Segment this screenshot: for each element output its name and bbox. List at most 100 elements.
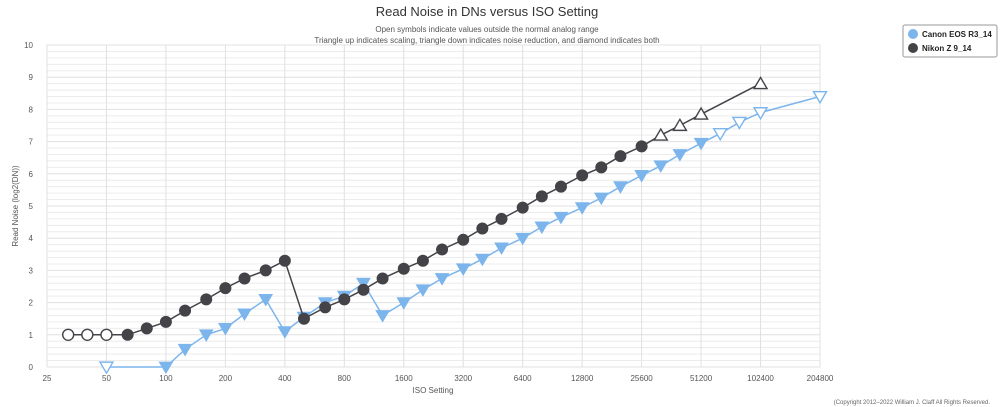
y-tick-label: 9 xyxy=(29,73,34,82)
chart-subtitle-line-2: Triangle up indicates scaling, triangle … xyxy=(314,36,659,45)
data-point-circle[interactable] xyxy=(238,272,251,285)
data-point-triangle-down[interactable] xyxy=(534,221,550,235)
x-axis: 25 50 100 200 400 800 1600 3200 6400 12800 25600 51… xyxy=(43,374,834,383)
data-point-circle[interactable] xyxy=(159,315,172,328)
data-point-circle[interactable] xyxy=(219,282,232,295)
data-point-triangle-down[interactable] xyxy=(375,310,390,323)
x-tick-label: 102400 xyxy=(747,374,774,383)
x-tick-label: 800 xyxy=(338,374,352,383)
data-point-triangle-up[interactable] xyxy=(653,127,669,141)
data-point-circle[interactable] xyxy=(121,328,134,341)
copyright-text: (Copyright 2012–2022 William J. Claff Al… xyxy=(834,400,991,406)
data-point-triangle-up[interactable] xyxy=(672,117,688,132)
y-tick-label: 1 xyxy=(29,331,34,340)
data-point-triangle-down[interactable] xyxy=(593,192,609,206)
data-point-circle[interactable] xyxy=(100,328,113,341)
x-tick-label: 204800 xyxy=(807,374,834,383)
data-point-circle[interactable] xyxy=(81,328,94,341)
x-tick-label: 400 xyxy=(278,374,292,383)
data-point-circle[interactable] xyxy=(476,222,489,235)
series-nikon-z9 xyxy=(61,76,769,341)
legend-marker-canon xyxy=(908,29,918,39)
data-point-circle[interactable] xyxy=(61,328,75,341)
y-axis-title: Read Noise (log2(DN)) xyxy=(11,165,20,247)
data-point-circle[interactable] xyxy=(416,254,429,267)
x-axis-title: ISO Setting xyxy=(413,386,454,395)
data-point-triangle-down[interactable] xyxy=(574,202,590,215)
y-tick-label: 7 xyxy=(29,138,34,147)
data-point-triangle-down[interactable] xyxy=(494,242,509,256)
data-point-triangle-down[interactable] xyxy=(812,90,828,105)
data-point-circle[interactable] xyxy=(535,190,548,203)
data-point-circle[interactable] xyxy=(376,272,389,285)
data-point-triangle-down[interactable] xyxy=(434,273,450,286)
y-tick-label: 6 xyxy=(29,170,34,179)
legend-label-nikon[interactable]: Nikon Z 9_14 xyxy=(922,44,972,53)
y-tick-label: 2 xyxy=(29,299,34,308)
data-point-triangle-up[interactable] xyxy=(752,76,769,90)
data-point-triangle-down[interactable] xyxy=(198,329,214,342)
series-line xyxy=(68,82,761,336)
data-point-circle[interactable] xyxy=(179,304,192,317)
data-point-triangle-down[interactable] xyxy=(712,127,728,142)
data-point-triangle-down[interactable] xyxy=(218,322,233,336)
data-point-circle[interactable] xyxy=(436,243,449,256)
chart-title: Read Noise in DNs versus ISO Setting xyxy=(376,4,599,19)
y-tick-label: 0 xyxy=(29,363,34,372)
data-point-triangle-down[interactable] xyxy=(177,343,193,357)
x-tick-label: 1600 xyxy=(395,374,413,383)
data-point-triangle-down[interactable] xyxy=(613,181,628,194)
data-point-triangle-down[interactable] xyxy=(634,170,649,183)
data-point-circle[interactable] xyxy=(259,264,272,277)
y-axis: 0 1 2 3 4 5 6 7 8 9 10 xyxy=(24,41,33,372)
data-point-circle[interactable] xyxy=(576,169,589,182)
chart-subtitle-line-1: Open symbols indicate values outside the… xyxy=(375,25,599,34)
x-tick-label: 100 xyxy=(159,374,173,383)
data-point-circle[interactable] xyxy=(140,322,153,335)
data-point-circle[interactable] xyxy=(635,140,648,153)
y-tick-label: 4 xyxy=(29,234,34,243)
data-point-triangle-down[interactable] xyxy=(672,149,688,162)
data-point-triangle-down[interactable] xyxy=(455,263,471,276)
legend-box xyxy=(902,24,998,58)
data-point-circle[interactable] xyxy=(297,312,310,325)
data-point-circle[interactable] xyxy=(278,254,291,267)
y-tick-label: 5 xyxy=(29,202,34,211)
data-point-triangle-down[interactable] xyxy=(752,107,769,121)
data-point-circle[interactable] xyxy=(457,233,470,246)
data-point-circle[interactable] xyxy=(357,283,370,296)
data-point-circle[interactable] xyxy=(554,180,567,193)
x-tick-label: 12800 xyxy=(571,374,594,383)
x-tick-label: 25 xyxy=(43,374,52,383)
data-point-triangle-down[interactable] xyxy=(515,232,531,246)
y-tick-label: 8 xyxy=(29,105,34,114)
data-point-triangle-down[interactable] xyxy=(731,116,748,130)
data-point-circle[interactable] xyxy=(200,293,213,306)
data-point-circle[interactable] xyxy=(595,161,608,174)
data-point-triangle-down[interactable] xyxy=(415,284,431,297)
data-point-circle[interactable] xyxy=(495,212,508,225)
data-point-circle[interactable] xyxy=(614,150,627,163)
legend-label-canon[interactable]: Canon EOS R3_14 xyxy=(922,30,992,39)
data-point-triangle-down[interactable] xyxy=(653,160,669,173)
data-point-triangle-down[interactable] xyxy=(396,297,412,310)
data-point-triangle-down[interactable] xyxy=(693,137,709,151)
data-point-triangle-up[interactable] xyxy=(693,106,709,120)
data-point-circle[interactable] xyxy=(319,301,332,314)
data-point-triangle-down[interactable] xyxy=(553,211,569,225)
series xyxy=(61,76,828,375)
legend[interactable]: Canon EOS R3_14 Nikon Z 9_14 xyxy=(902,24,998,58)
x-tick-label: 50 xyxy=(102,374,111,383)
data-point-triangle-down[interactable] xyxy=(158,361,174,375)
data-point-triangle-down[interactable] xyxy=(98,361,115,375)
grid xyxy=(46,44,821,368)
data-point-circle[interactable] xyxy=(397,262,410,275)
data-point-triangle-down[interactable] xyxy=(474,253,490,267)
data-point-triangle-down[interactable] xyxy=(237,308,252,322)
data-point-triangle-down[interactable] xyxy=(258,294,274,307)
data-point-circle[interactable] xyxy=(516,201,529,214)
data-point-triangle-down[interactable] xyxy=(277,326,293,339)
data-point-circle[interactable] xyxy=(338,293,351,306)
x-tick-label: 3200 xyxy=(454,374,472,383)
